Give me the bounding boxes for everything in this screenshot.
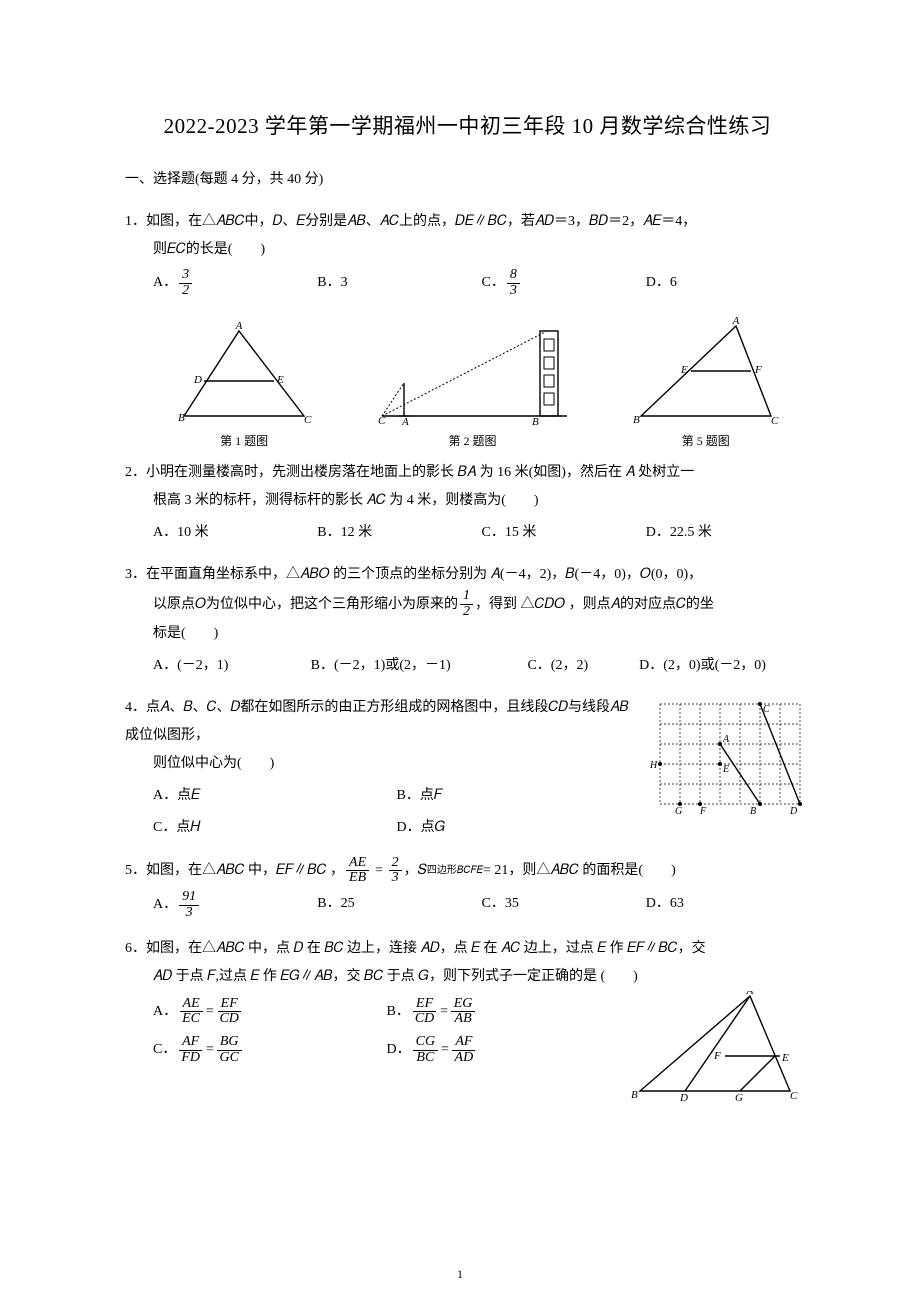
svg-text:G: G	[675, 806, 682, 817]
q5-option-c: C．35	[482, 890, 646, 920]
svg-text:C: C	[763, 704, 770, 715]
q5-option-a: A． 913	[153, 890, 317, 920]
q6-stem-line2: 𝐴𝐷 于点 𝐹,过点 𝐸 作 𝐸𝐺∥𝐴𝐵，交 𝐵𝐶 于点 𝐺，则下列式子一定正确…	[125, 963, 810, 991]
svg-text:B: B	[532, 416, 539, 426]
q3-option-d: D．(2，0)或(－2，0)	[639, 652, 810, 680]
svg-text:C: C	[771, 415, 779, 426]
svg-text:C: C	[378, 415, 386, 426]
svg-text:D: D	[679, 1092, 688, 1101]
q2-option-b: B．12 米	[317, 519, 481, 547]
section-header: 一、选择题(每题 4 分，共 40 分)	[125, 168, 810, 188]
q1-option-d: D．6	[646, 268, 810, 298]
figure-4: A B C D E F G H	[650, 694, 810, 819]
svg-text:B: B	[750, 806, 756, 817]
figure-2-caption: 第 2 题图	[372, 432, 572, 449]
svg-text:G: G	[735, 1092, 743, 1101]
q1-option-b: B．3	[317, 268, 481, 298]
svg-text:A: A	[401, 416, 409, 426]
q1-option-a: A． 32	[153, 268, 317, 298]
figure-5-caption: 第 5 题图	[631, 432, 781, 449]
q4-option-a: A．点𝐸	[153, 782, 397, 810]
svg-text:A: A	[731, 316, 739, 327]
q3-option-b: B．(－2，1)或(2，－1)	[311, 652, 528, 680]
q1-stem-line2: 则𝐸𝐶的长是( )	[125, 236, 810, 264]
question-5: 5．如图，在△𝐴𝐵𝐶 中，𝐸𝐹∥𝐵𝐶 ， AEEB = 23 ，𝑆 四边形𝐵𝐶𝐹…	[125, 856, 810, 921]
q1-option-c: C． 83	[482, 268, 646, 298]
svg-text:E: E	[680, 364, 688, 376]
figures-row: A B C D E 第 1 题图 C A	[125, 316, 810, 449]
q5-option-d: D．63	[646, 890, 810, 920]
q6-option-b: B． EFCD = EGAB	[387, 997, 621, 1027]
q6-option-c: C． AFFD = BGGC	[153, 1035, 387, 1065]
svg-text:F: F	[699, 806, 707, 817]
figure-1-caption: 第 1 题图	[174, 432, 314, 449]
svg-text:A: A	[722, 734, 730, 745]
svg-text:H: H	[650, 760, 658, 771]
q4-option-b: B．点𝐹	[397, 782, 641, 810]
svg-text:E: E	[276, 374, 284, 386]
q2-stem-line2: 根高 3 米的标杆，测得标杆的影长 𝐴𝐶 为 4 米，则楼高为( )	[125, 487, 810, 515]
page-title: 2022-2023 学年第一学期福州一中初三年段 10 月数学综合性练习	[125, 110, 810, 140]
page: 2022-2023 学年第一学期福州一中初三年段 10 月数学综合性练习 一、选…	[0, 0, 920, 1302]
svg-text:E: E	[781, 1052, 789, 1064]
question-6: 6．如图，在△𝐴𝐵𝐶 中，点 𝐷 在 𝐵𝐶 边上，连接 𝐴𝐷，点 𝐸 在 𝐴𝐶 …	[125, 935, 810, 1101]
figure-1: A B C D E 第 1 题图	[174, 321, 314, 449]
svg-text:C: C	[304, 414, 312, 426]
question-4: 4．点𝐴、𝐵、𝐶、𝐷都在如图所示的由正方形组成的网格图中，且线段𝐶𝐷与线段𝐴𝐵成…	[125, 694, 810, 842]
svg-text:F: F	[754, 364, 762, 376]
q3-option-c: C．(2，2)	[527, 652, 639, 680]
q5-option-b: B．25	[317, 890, 481, 920]
q3-option-a: A．(－2，1)	[153, 652, 311, 680]
svg-text:A: A	[746, 991, 754, 997]
page-number: 1	[457, 1267, 463, 1282]
q4-stem-line2: 则位似中心为( )	[125, 750, 640, 778]
q6-option-a: A． AEEC = EFCD	[153, 997, 387, 1027]
q3-stem-line1: 3．在平面直角坐标系中，△𝐴𝐵𝑂 的三个顶点的坐标分别为 𝐴(－4，2)，𝐵(－…	[125, 561, 810, 589]
q3-stem-line2: 以原点𝑂为位似中心，把这个三角形缩小为原来的 12 ，得到 △𝐶𝐷𝑂 ，则点𝐴的…	[125, 589, 810, 619]
question-2: 2．小明在测量楼高时，先测出楼房落在地面上的影长 𝐵𝐴 为 16 米(如图)，然…	[125, 459, 810, 547]
figure-5-top: A B C E F 第 5 题图	[631, 316, 781, 449]
q2-option-c: C．15 米	[482, 519, 646, 547]
question-1: 1．如图，在△𝐴𝐵𝐶中，𝐷、𝐸分别是𝐴𝐵、𝐴𝐶上的点，𝐷𝐸∥𝐵𝐶，若𝐴𝐷＝3，𝐵…	[125, 208, 810, 298]
svg-text:B: B	[631, 1089, 638, 1101]
q2-option-a: A．10 米	[153, 519, 317, 547]
svg-text:B: B	[178, 412, 185, 424]
q2-stem-line1: 2．小明在测量楼高时，先测出楼房落在地面上的影长 𝐵𝐴 为 16 米(如图)，然…	[125, 459, 810, 487]
q5-stem: 5．如图，在△𝐴𝐵𝐶 中，𝐸𝐹∥𝐵𝐶 ， AEEB = 23 ，𝑆 四边形𝐵𝐶𝐹…	[125, 856, 810, 886]
figure-6: A B C D G F E	[630, 991, 810, 1101]
svg-text:E: E	[722, 764, 729, 775]
svg-text:C: C	[790, 1090, 798, 1101]
q6-option-d: D． CGBC = AFAD	[387, 1035, 621, 1065]
question-3: 3．在平面直角坐标系中，△𝐴𝐵𝑂 的三个顶点的坐标分别为 𝐴(－4，2)，𝐵(－…	[125, 561, 810, 679]
q4-option-c: C．点𝐻	[153, 814, 397, 842]
q4-stem-line1: 4．点𝐴、𝐵、𝐶、𝐷都在如图所示的由正方形组成的网格图中，且线段𝐶𝐷与线段𝐴𝐵成…	[125, 694, 640, 750]
q1-stem-line1: 1．如图，在△𝐴𝐵𝐶中，𝐷、𝐸分别是𝐴𝐵、𝐴𝐶上的点，𝐷𝐸∥𝐵𝐶，若𝐴𝐷＝3，𝐵…	[125, 208, 810, 236]
q3-stem-line3: 标是( )	[125, 620, 810, 648]
q6-stem-line1: 6．如图，在△𝐴𝐵𝐶 中，点 𝐷 在 𝐵𝐶 边上，连接 𝐴𝐷，点 𝐸 在 𝐴𝐶 …	[125, 935, 810, 963]
figure-2: C A B 第 2 题图	[372, 321, 572, 449]
svg-text:D: D	[193, 374, 202, 386]
q2-option-d: D．22.5 米	[646, 519, 810, 547]
svg-text:D: D	[789, 806, 798, 817]
svg-text:B: B	[633, 414, 640, 426]
q4-option-d: D．点𝐺	[397, 814, 641, 842]
svg-text:F: F	[713, 1050, 721, 1062]
svg-text:A: A	[235, 321, 243, 332]
